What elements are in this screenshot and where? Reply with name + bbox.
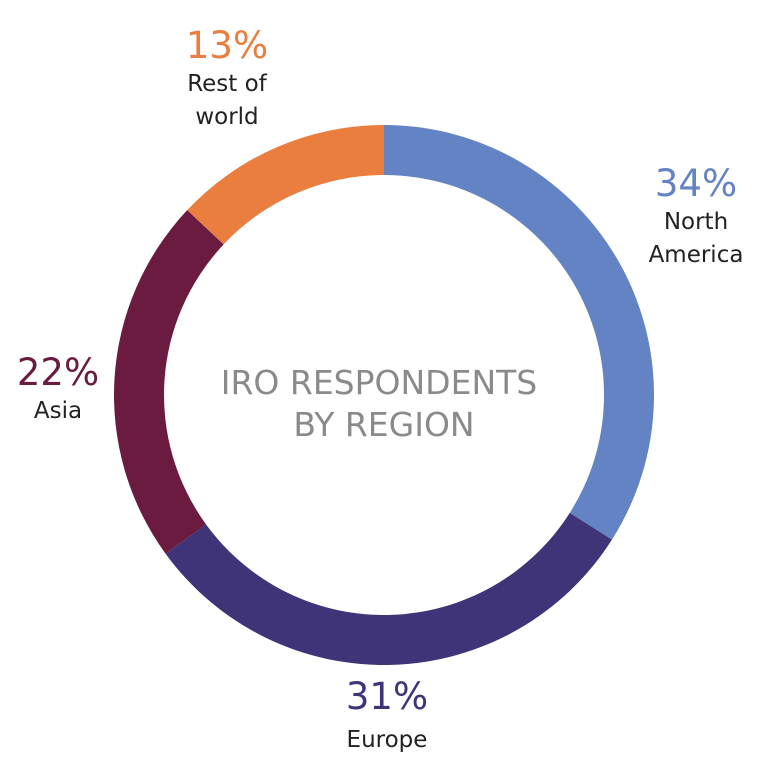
slice-asia	[113, 210, 224, 554]
chart-title-line-2: BY REGION	[293, 405, 474, 444]
category-label-asia-line-1: Asia	[34, 398, 82, 424]
value-label-rest-of-world: 13%	[186, 24, 268, 67]
value-label-asia: 22%	[17, 351, 99, 394]
labels-layer: 34% North America 31% Europe 22% Asia 13% Rest o…	[17, 24, 744, 753]
slice-europe	[165, 512, 612, 665]
slices-layer	[113, 125, 655, 665]
value-label-europe: 31%	[346, 675, 428, 718]
slice-north-america	[384, 125, 655, 540]
category-label-rest-of-world-line-2: world	[195, 104, 258, 130]
category-label-north-america-line-2: America	[649, 242, 744, 268]
slice-rest-of-world	[187, 125, 384, 245]
chart-title-line-1: IRO RESPONDENTS	[221, 363, 537, 402]
category-label-rest-of-world-line-1: Rest of	[187, 71, 267, 97]
chart-title: IRO RESPONDENTS BY REGION	[221, 363, 537, 444]
value-label-north-america: 34%	[655, 162, 737, 205]
category-label-north-america-line-1: North	[664, 209, 728, 235]
category-label-europe-line-1: Europe	[347, 727, 428, 753]
